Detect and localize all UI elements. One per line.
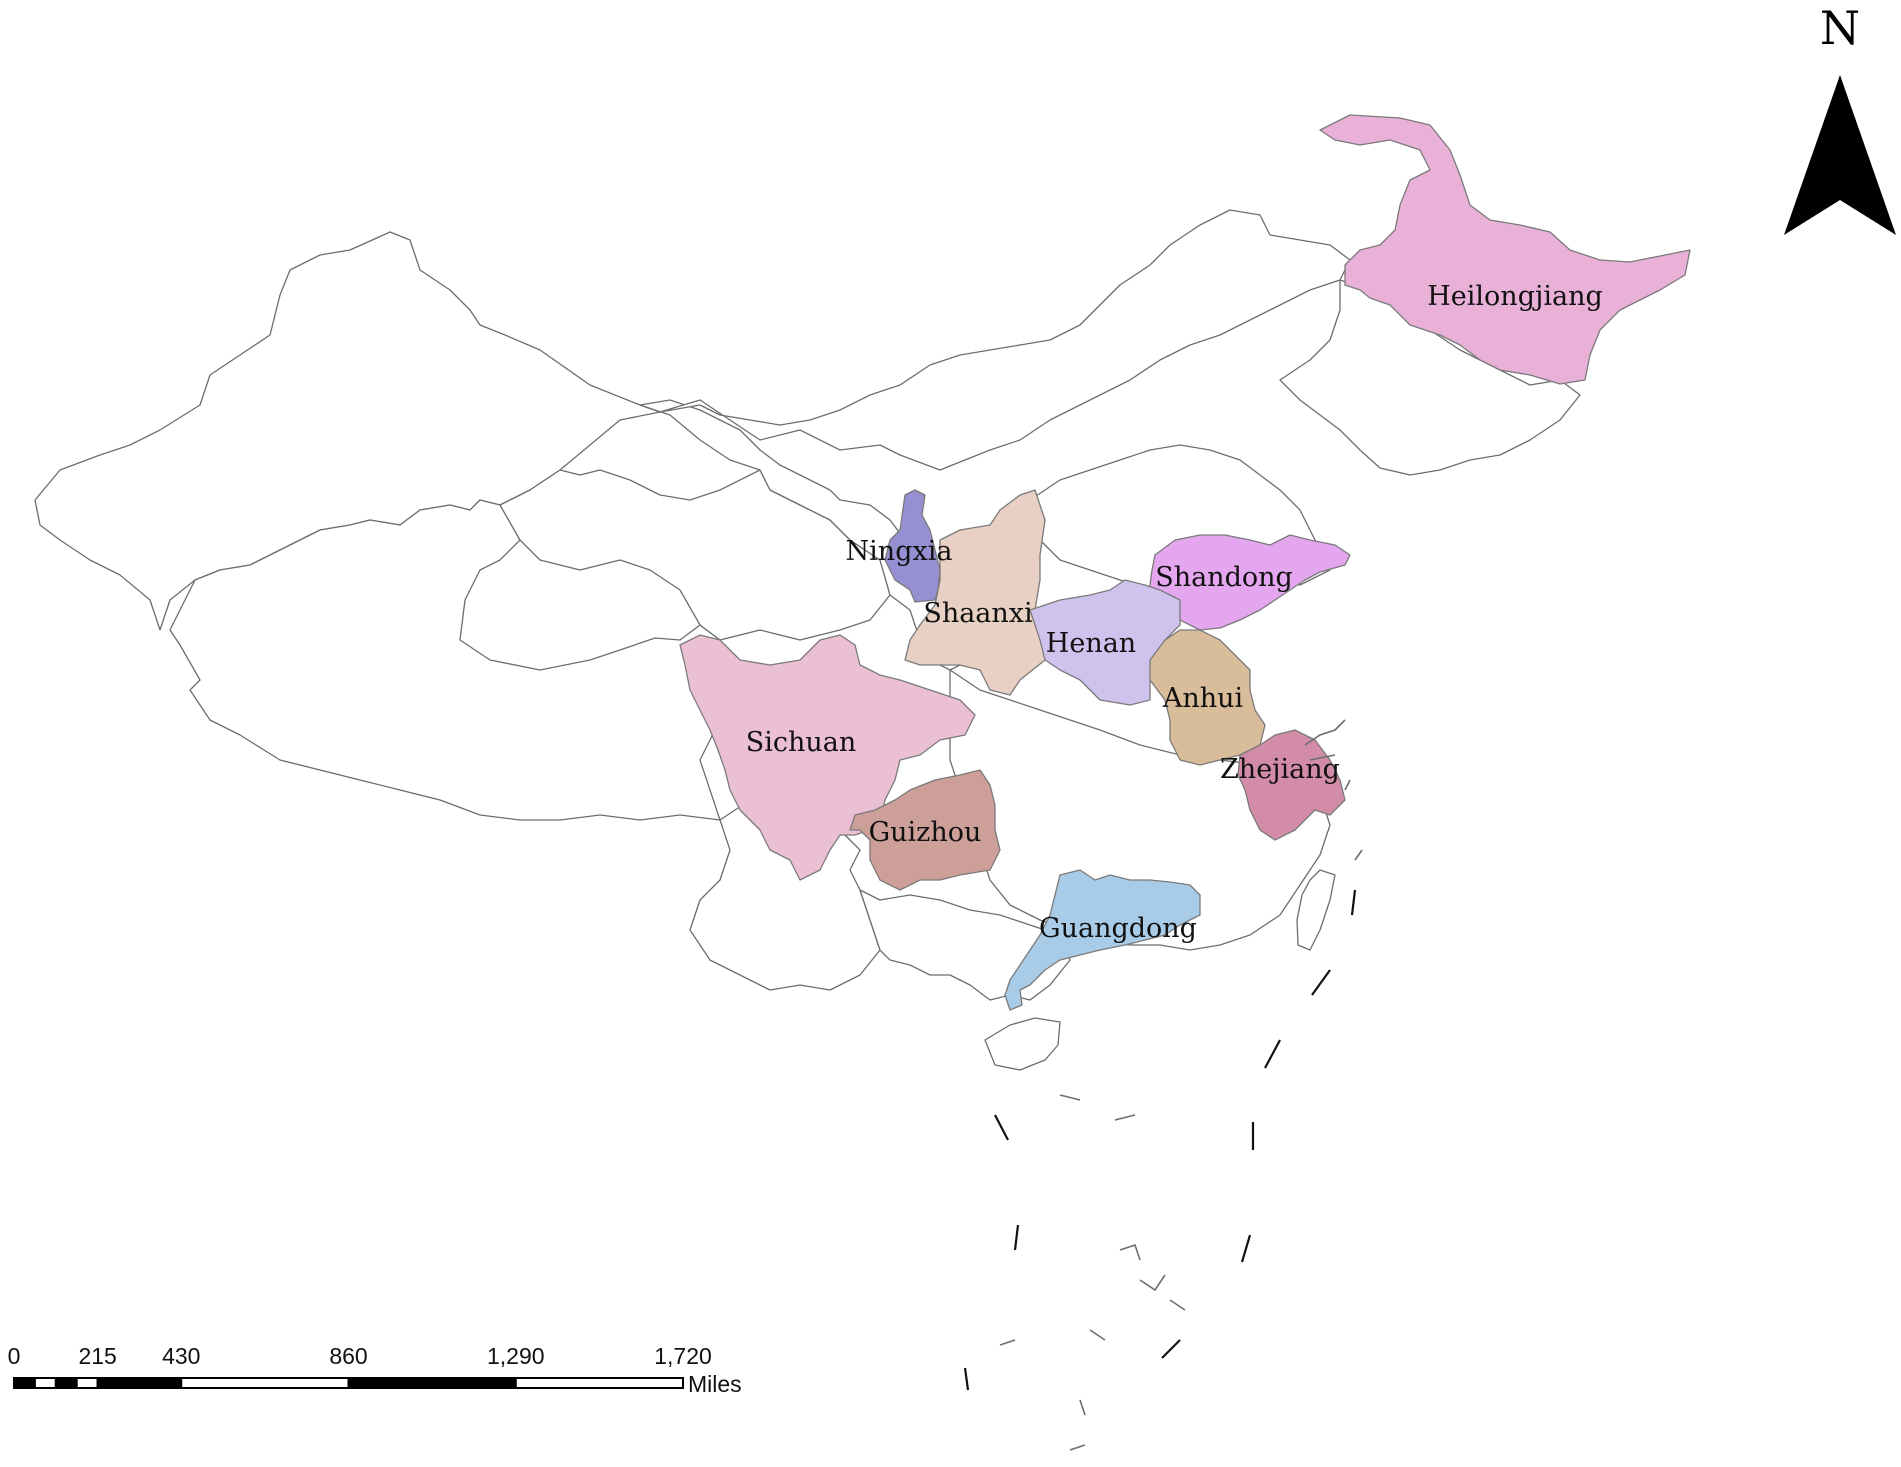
scale-bar-unit: Miles [688,1371,742,1397]
island [1309,754,1336,761]
dash-segment [1264,1039,1281,1069]
scale-bar-tick-label: 215 [78,1343,116,1369]
label-ningxia: Ningxia [846,536,953,567]
label-shaanxi: Shaanxi [923,598,1033,629]
dash-segment [1311,969,1331,996]
province-outline-hainan [984,1017,1061,1071]
province-outline-taiwan [1296,869,1336,951]
province-sichuan[interactable] [679,634,976,881]
island [1059,1094,1081,1101]
scale-bar-tick-label: 860 [329,1343,367,1369]
island [1169,1299,1186,1311]
label-anhui: Anhui [1162,683,1244,714]
province-outline-jilin [1279,279,1581,476]
scale-bar-tick-label: 0 [8,1343,21,1369]
scale-bar: 0 215 430 860 1,290 1,720 Miles [8,1343,742,1397]
dash-segment [1161,1339,1181,1359]
label-guangdong: Guangdong [1039,913,1197,944]
island [1304,719,1346,746]
scale-bar-tick-label: 430 [162,1343,200,1369]
island [1119,1243,1141,1261]
province-labels: Heilongjiang Ningxia Shaanxi Shandong He… [746,281,1603,944]
island [1344,779,1351,791]
north-arrow-icon [1784,75,1896,235]
label-heilongjiang: Heilongjiang [1427,281,1603,312]
province-heilongjiang[interactable] [1319,114,1691,385]
province-guangdong[interactable] [1004,869,1201,1011]
label-zhejiang: Zhejiang [1220,754,1340,785]
dash-segment [994,1114,1009,1141]
island [1114,1114,1136,1121]
scale-bar-ticks: 0 215 430 860 1,290 1,720 [8,1343,712,1369]
dash-segment [1013,1224,1020,1251]
dash-segment [963,1367,970,1391]
scale-bar-segment [514,1377,684,1389]
dash-segment [1350,889,1357,916]
scale-bar-segment [347,1377,517,1389]
scale-bar-tick-label: 1,290 [487,1343,545,1369]
north-arrow: N [1784,1,1896,235]
label-shandong: Shandong [1155,562,1293,593]
island [1354,849,1363,861]
province-outline-tibet [169,499,721,821]
scale-bar-segments [13,1377,684,1389]
island [1069,1444,1086,1451]
scale-bar-tick-label: 1,720 [654,1343,712,1369]
scale-bar-segment [75,1377,99,1389]
base-provinces [34,209,1581,1071]
scale-bar-segment [13,1377,36,1389]
island [1079,1399,1086,1416]
province-guizhou[interactable] [849,769,1001,891]
nine-dash-line [963,889,1357,1391]
scale-bar-segment [180,1377,350,1389]
dash-segment [1240,1234,1252,1263]
island [1139,1274,1166,1292]
island [999,1339,1016,1346]
scale-bar-segment [33,1377,57,1389]
province-zhejiang[interactable] [1237,729,1346,841]
label-guizhou: Guizhou [869,817,982,848]
scale-bar-segment [96,1377,183,1389]
province-shaanxi[interactable] [904,489,1046,696]
island [1089,1329,1106,1341]
label-henan: Henan [1046,628,1136,659]
islands [999,719,1363,1451]
north-arrow-label: N [1820,1,1860,55]
province-outline-inner-mongolia [659,209,1351,471]
highlighted-provinces [679,114,1691,1011]
scale-bar-segment [54,1377,78,1389]
label-sichuan: Sichuan [746,727,857,758]
